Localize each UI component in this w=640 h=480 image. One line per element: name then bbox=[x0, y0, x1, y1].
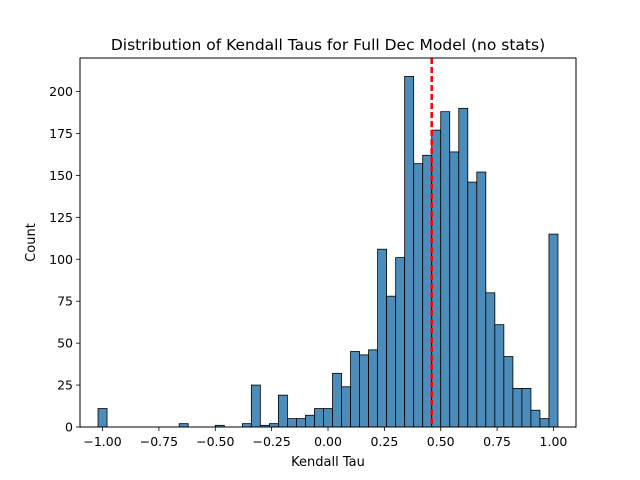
y-tick-label: 200 bbox=[49, 84, 73, 99]
histogram-bar bbox=[305, 414, 315, 428]
x-tick-label: −0.75 bbox=[140, 434, 178, 449]
histogram-bar bbox=[530, 409, 541, 428]
histogram-bar bbox=[268, 423, 279, 428]
y-axis: 0 25 50 75 100 125 150 175 200 bbox=[49, 84, 80, 435]
chart-title: Distribution of Kendall Taus for Full De… bbox=[111, 36, 545, 54]
x-tick-label: −0.25 bbox=[252, 434, 290, 449]
x-tick-label: 0.75 bbox=[483, 434, 511, 449]
x-tick-label: −0.50 bbox=[196, 434, 234, 449]
histogram-bar bbox=[539, 418, 550, 428]
y-tick-label: 150 bbox=[49, 168, 73, 183]
histogram-bar bbox=[440, 111, 451, 428]
histogram-bar bbox=[323, 408, 333, 428]
histogram-bar bbox=[458, 107, 469, 428]
x-axis: −1.00 −0.75 −0.50 −0.25 0.00 0.25 0.50 0.75 1.00 bbox=[83, 427, 567, 449]
histogram-bar bbox=[332, 372, 342, 428]
x-axis-label: Kendall Tau bbox=[291, 455, 365, 470]
histogram-bar bbox=[314, 408, 324, 428]
histogram-bar bbox=[178, 423, 189, 428]
histogram-bar bbox=[548, 233, 559, 428]
histogram-bar bbox=[296, 418, 306, 428]
histogram-bar bbox=[476, 171, 487, 428]
histogram-bar bbox=[359, 354, 369, 428]
histogram-bar bbox=[494, 324, 505, 428]
bars-group bbox=[97, 76, 559, 428]
x-tick-label: 0.00 bbox=[314, 434, 342, 449]
x-tick-label: 0.50 bbox=[427, 434, 455, 449]
histogram-bar bbox=[341, 386, 351, 428]
x-tick-label: 0.25 bbox=[370, 434, 398, 449]
histogram-bar bbox=[404, 76, 415, 428]
histogram-bar bbox=[368, 349, 378, 428]
histogram-bar bbox=[287, 418, 297, 428]
histogram-bar bbox=[241, 423, 252, 428]
x-tick-label: 1.00 bbox=[540, 434, 568, 449]
histogram-bar bbox=[485, 292, 496, 428]
histogram-bar bbox=[350, 351, 360, 428]
x-tick-label: −1.00 bbox=[83, 434, 121, 449]
histogram-bar bbox=[395, 257, 406, 428]
y-tick-label: 75 bbox=[57, 294, 73, 309]
histogram-bar bbox=[97, 408, 108, 428]
y-tick-label: 0 bbox=[65, 420, 73, 435]
histogram-bar bbox=[386, 295, 397, 428]
histogram-bar bbox=[467, 181, 478, 428]
histogram-bar bbox=[377, 248, 388, 428]
histogram-bar bbox=[413, 163, 424, 428]
histogram-bar bbox=[512, 388, 523, 428]
histogram-bar bbox=[449, 151, 460, 428]
y-tick-label: 125 bbox=[49, 210, 73, 225]
histogram-bar bbox=[503, 356, 514, 428]
y-tick-label: 100 bbox=[49, 252, 73, 267]
histogram-bar bbox=[277, 394, 288, 428]
y-tick-label: 25 bbox=[57, 378, 73, 393]
y-tick-label: 50 bbox=[57, 336, 73, 351]
histogram-bar bbox=[521, 388, 532, 428]
histogram-bar bbox=[422, 154, 433, 428]
y-axis-label: Count bbox=[24, 223, 39, 262]
histogram-bar bbox=[431, 129, 442, 428]
histogram-bar bbox=[250, 384, 261, 428]
y-tick-label: 175 bbox=[49, 126, 73, 141]
